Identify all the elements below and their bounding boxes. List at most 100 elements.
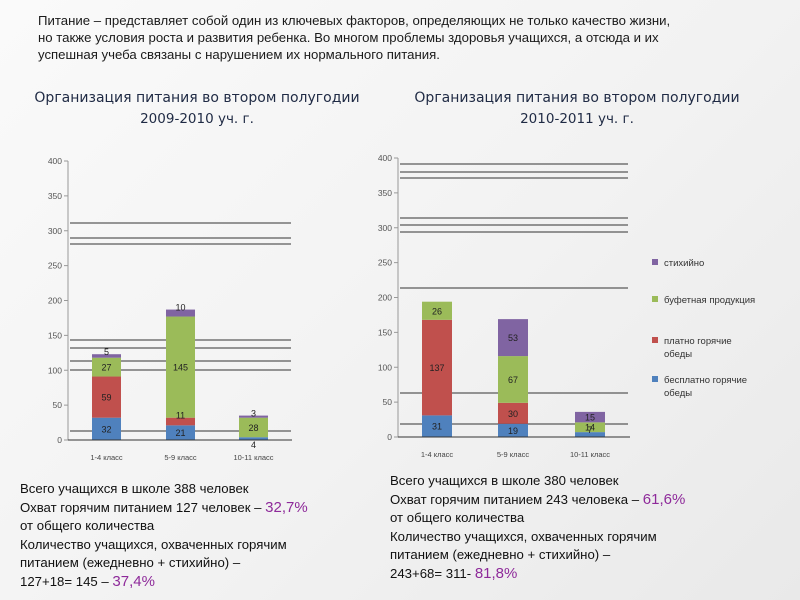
left-data-label: 10 xyxy=(175,303,185,313)
right-summary: Всего учащихся в школе 380 человек Охват… xyxy=(390,472,770,583)
legend-swatch xyxy=(652,337,658,343)
legend-swatch xyxy=(652,259,658,265)
right-ytick-label: 200 xyxy=(378,293,392,303)
left-bar-2-segment-4 xyxy=(166,309,195,317)
right-chart-title: Организация питания во втором полугодии … xyxy=(392,88,762,130)
left-ytick-label: 0 xyxy=(57,435,62,445)
right-xtick-label: 1-4 класс xyxy=(421,450,454,459)
right-bar-2-segment-2 xyxy=(498,402,528,424)
right-data-label: 14 xyxy=(585,423,595,433)
left-xtick-label: 1-4 класс xyxy=(90,453,123,462)
right-summary-of-total: от общего количества xyxy=(390,510,525,525)
left-summary-coverage-percent: 32,7% xyxy=(265,498,308,516)
intro-line-2: но также условия роста и развития ребенк… xyxy=(38,30,659,45)
left-summary-formula-percent: 37,4% xyxy=(112,572,155,590)
legend-label-line-2: обеды xyxy=(664,388,692,399)
legend-label: стихийно xyxy=(664,258,704,269)
left-bar-1-segment-2 xyxy=(92,376,121,418)
right-ytick-label: 100 xyxy=(378,362,392,372)
left-summary-total: Всего учащихся в школе 388 человек xyxy=(20,481,249,496)
right-xtick-label: 10-11 класс xyxy=(570,450,610,459)
left-data-label: 5 xyxy=(104,347,109,357)
chart-legend: стихийно буфетная продукция платно горячие… xyxy=(652,258,755,399)
left-bar-2-segment-1 xyxy=(166,425,195,440)
left-summary-hot-meals: Количество учащихся, охваченных горячим xyxy=(20,536,287,552)
right-bar-1-segment-3 xyxy=(422,301,452,320)
legend-label: буфетная продукция xyxy=(664,295,755,306)
right-summary-formula-percent: 81,8% xyxy=(474,564,518,582)
left-bar-3-segment-1 xyxy=(239,437,268,440)
legend-swatch xyxy=(652,296,658,302)
right-summary-coverage-text: Охват горячим питанием 243 человека – xyxy=(390,491,643,507)
left-data-label: 21 xyxy=(175,428,185,438)
left-data-label: 28 xyxy=(248,423,258,433)
right-chart-title-line-2: 2010-2011 уч. г. xyxy=(520,111,634,127)
left-ytick-label: 100 xyxy=(48,365,62,375)
right-data-label: 15 xyxy=(585,413,595,423)
left-bar-2-segment-3 xyxy=(166,316,195,418)
left-ytick-label: 200 xyxy=(48,296,62,306)
left-ytick-label: 150 xyxy=(48,330,62,340)
right-bar-3-segment-3 xyxy=(575,422,605,433)
right-summary-formula-text: 243+68= 311- xyxy=(390,565,475,581)
right-ytick-label: 250 xyxy=(378,258,392,268)
left-data-label: 32 xyxy=(101,424,111,434)
right-ytick-label: 350 xyxy=(378,188,392,198)
right-ytick-label: 400 xyxy=(378,153,392,163)
left-summary-formula-text: 127+18= 145 – xyxy=(20,573,113,589)
right-summary-hot-meals: Количество учащихся, охваченных горячим xyxy=(390,528,657,544)
right-data-label: 19 xyxy=(508,426,518,436)
left-chart-title-line-1: Организация питания во втором полугодии xyxy=(34,90,360,106)
left-bar-1-segment-4 xyxy=(92,354,121,358)
intro-line-3: успешная учеба связаны с нарушением их н… xyxy=(38,47,440,62)
left-ytick-label: 300 xyxy=(48,226,62,236)
left-ytick-label: 250 xyxy=(48,261,62,271)
right-bar-2-segment-3 xyxy=(498,356,528,403)
right-summary-coverage-percent: 61,6% xyxy=(642,490,686,508)
right-bar-1-segment-2 xyxy=(422,319,452,416)
right-data-label: 26 xyxy=(432,306,442,316)
left-data-label: 27 xyxy=(101,363,111,373)
right-ytick-label: 300 xyxy=(378,223,392,233)
right-data-label: 53 xyxy=(508,333,518,343)
left-bar-3-segment-4 xyxy=(239,415,268,418)
right-summary-daily: питанием (ежедневно + стихийно) – xyxy=(390,547,611,562)
right-bar-2-segment-1 xyxy=(498,423,528,437)
left-data-label: 11 xyxy=(176,411,185,421)
right-data-label: 30 xyxy=(508,409,518,419)
legend-label: бесплатно горячие xyxy=(664,375,747,386)
left-summary-formula: 127+18= 145 – 37,4% xyxy=(20,573,380,592)
left-chart-title: Организация питания во втором полугодии … xyxy=(12,88,382,130)
left-xtick-label: 5-9 класс xyxy=(164,453,197,462)
legend-label: платно горячие xyxy=(664,336,732,347)
right-bar-3-segment-1 xyxy=(575,432,605,437)
right-ytick-label: 0 xyxy=(387,432,392,442)
right-bar-3-segment-4 xyxy=(575,411,605,423)
left-summary-of-total: от общего количества xyxy=(20,518,155,533)
left-summary-coverage-text: Охват горячим питанием 127 человек – xyxy=(20,499,266,515)
left-summary-daily: питанием (ежедневно + стихийно) – xyxy=(20,555,241,570)
right-data-label: 137 xyxy=(429,363,444,373)
left-xtick-label: 10-11 класс xyxy=(233,453,273,462)
right-data-label: 7 xyxy=(587,425,592,435)
left-ytick-label: 400 xyxy=(48,156,62,166)
right-summary-formula: 243+68= 311- 81,8% xyxy=(390,565,770,584)
right-ytick-label: 50 xyxy=(383,397,393,407)
right-bar-chart: 0 50 100 150 200 250 300 350 400 31 137 26 1-4 класс… xyxy=(378,153,630,459)
left-data-label: 145 xyxy=(173,363,188,373)
intro-line-1: Питание – представляет собой один из клю… xyxy=(38,13,671,28)
right-bar-2-segment-4 xyxy=(498,319,528,357)
left-bar-3-segment-3 xyxy=(239,417,268,438)
left-bar-1-segment-3 xyxy=(92,357,121,377)
right-ytick-label: 150 xyxy=(378,327,392,337)
right-bar-1-segment-1 xyxy=(422,415,452,437)
left-summary: Всего учащихся в школе 388 человек Охват… xyxy=(20,480,380,591)
left-ytick-label: 50 xyxy=(53,400,63,410)
left-data-label: 59 xyxy=(101,393,111,403)
legend-swatch xyxy=(652,376,658,382)
right-data-label: 31 xyxy=(432,422,442,432)
right-summary-total: Всего учащихся в школе 380 человек xyxy=(390,473,619,488)
left-summary-coverage: Охват горячим питанием 127 человек – 32,… xyxy=(20,499,380,518)
legend-label-line-2: обеды xyxy=(664,349,692,360)
